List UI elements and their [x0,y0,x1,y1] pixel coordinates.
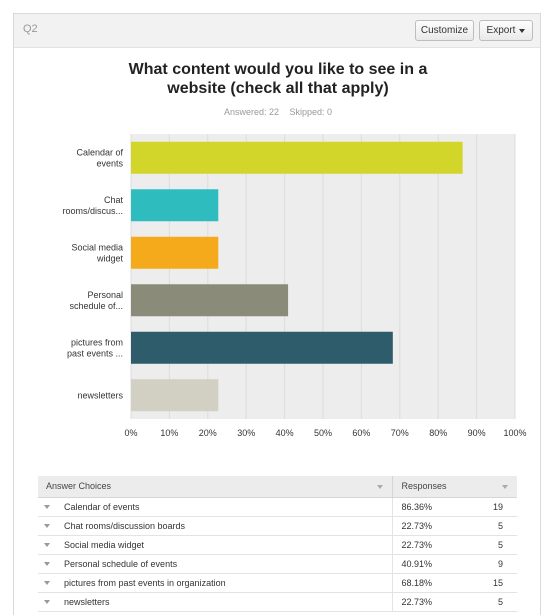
chevron-down-icon[interactable] [44,561,50,566]
chevron-down-icon[interactable] [44,504,50,509]
category-label: pictures from [71,337,123,347]
answer-choice-cell: Chat rooms/discussion boards [38,516,392,536]
responses-header[interactable]: Responses [391,476,517,498]
table-row: Personal schedule of events 40.91% 9 [38,554,517,574]
answer-choice-label: Calendar of events [64,501,140,512]
x-tick-label: 100% [503,428,526,438]
response-count: 5 [472,516,517,536]
category-label: newsletters [77,390,123,400]
category-label: Personal [87,290,123,300]
x-tick-label: 90% [468,428,486,438]
chart-title-line-1: What content would you like to see in a [128,61,428,78]
x-tick-label: 30% [237,428,255,438]
answer-choice-label: newsletters [64,596,110,607]
question-panel: Q2 Customize Export What content would y… [13,13,541,615]
chart-title: What content would you like to see in a … [14,60,542,98]
chevron-down-icon[interactable] [44,580,50,585]
answer-choice-label: Personal schedule of events [64,558,178,569]
category-label: widget [96,253,124,263]
answer-choice-cell: Calendar of events [38,497,392,517]
answer-choice-label: Chat rooms/discussion boards [64,520,186,531]
answer-choice-label: pictures from past events in organizatio… [64,577,226,588]
category-label: rooms/discus... [62,206,123,216]
x-tick-label: 0% [124,428,137,438]
response-percent: 68.18% [391,573,472,593]
responses-table: Answer Choices Responses Calendar of eve… [38,476,517,612]
response-count: 15 [472,573,517,593]
category-label: Calendar of [76,147,123,157]
question-label: Q2 [23,23,38,35]
chart-title-line-2: website (check all that apply) [167,80,389,97]
bar-1 [131,141,463,174]
table-row: Calendar of events 86.36% 19 [38,497,517,517]
chevron-down-icon[interactable] [44,599,50,604]
export-button[interactable]: Export [479,20,533,41]
export-label: Export [486,25,516,36]
bar-5 [131,331,393,364]
response-count: 5 [472,592,517,612]
x-tick-label: 50% [314,428,332,438]
category-label: Chat [104,195,124,205]
response-count: 9 [472,554,517,574]
table-header-row: Answer Choices Responses [38,476,517,498]
category-label: past events ... [67,348,123,358]
customize-button[interactable]: Customize [415,20,474,41]
answer-choice-cell: Personal schedule of events [38,554,392,574]
answer-choice-cell: Social media widget [38,535,392,555]
chevron-down-icon[interactable] [44,523,50,528]
response-percent: 22.73% [391,592,472,612]
sort-icon [502,485,508,489]
response-stats: Answered: 22 Skipped: 0 [14,107,542,117]
answered-count: Answered: 22 [223,107,279,117]
chevron-down-icon [519,28,526,33]
skipped-count: Skipped: 0 [289,107,333,117]
table-row: newsletters 22.73% 5 [38,592,517,612]
response-percent: 86.36% [391,497,472,517]
category-label: Social media [71,242,123,252]
sort-icon [376,485,383,489]
x-tick-label: 10% [160,428,178,438]
response-percent: 22.73% [391,516,472,536]
category-label: schedule of... [69,301,123,311]
bar-2 [131,189,219,222]
response-percent: 22.73% [391,535,472,555]
answer-choice-label: Social media widget [64,539,145,550]
table-row: Social media widget 22.73% 5 [38,535,517,555]
x-tick-label: 40% [276,428,294,438]
response-count: 5 [472,535,517,555]
response-count: 19 [472,497,517,517]
bar-3 [131,236,219,269]
x-tick-label: 70% [391,428,409,438]
x-tick-label: 60% [352,428,370,438]
response-percent: 40.91% [391,554,472,574]
panel-header: Q2 Customize Export [14,14,540,48]
bar-4 [131,284,289,317]
table-row: Chat rooms/discussion boards 22.73% 5 [38,516,517,536]
category-label: events [96,158,123,168]
x-tick-label: 20% [199,428,217,438]
answer-choices-header[interactable]: Answer Choices [38,476,392,498]
answer-choice-cell: newsletters [38,592,392,612]
chevron-down-icon[interactable] [44,542,50,547]
bar-6 [131,379,219,412]
answer-choice-cell: pictures from past events in organizatio… [38,573,392,593]
x-tick-label: 80% [429,428,447,438]
bar-chart: 0% 10% 20% 30% 40% 50% 60% 70% 80% 90% 100% Calenda… [62,134,527,438]
customize-label: Customize [420,25,469,36]
table-row: pictures from past events in organizatio… [38,573,517,593]
